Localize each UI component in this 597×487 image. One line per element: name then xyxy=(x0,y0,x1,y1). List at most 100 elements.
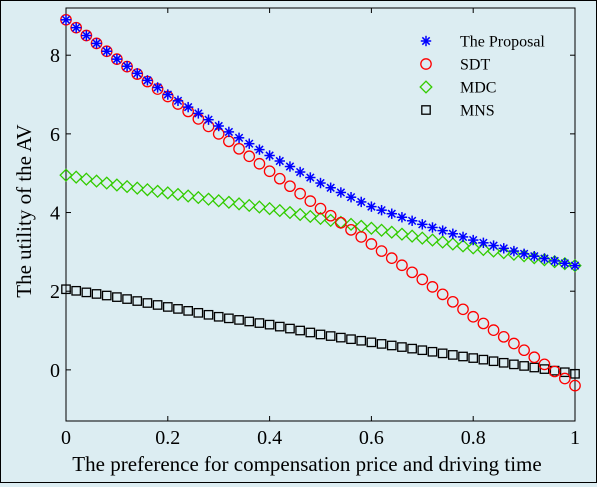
data-point xyxy=(295,325,305,336)
data-point xyxy=(183,306,194,316)
data-point xyxy=(61,284,71,295)
data-point xyxy=(396,212,408,223)
data-point xyxy=(497,330,510,343)
data-point xyxy=(488,356,499,367)
data-point xyxy=(417,345,428,356)
data-point xyxy=(172,95,184,107)
data-point xyxy=(132,68,143,79)
data-point xyxy=(152,300,163,310)
data-point xyxy=(365,238,378,250)
legend-marker xyxy=(420,58,432,70)
data-point xyxy=(242,198,256,213)
data-point xyxy=(345,191,357,203)
data-point xyxy=(375,245,388,257)
x-axis-title: The preference for compensation price an… xyxy=(72,452,541,476)
data-point xyxy=(274,321,285,332)
data-point xyxy=(415,231,430,245)
data-point xyxy=(264,150,275,161)
data-point xyxy=(191,190,206,205)
data-point xyxy=(181,189,195,203)
data-point xyxy=(130,181,144,195)
data-point xyxy=(91,38,102,49)
data-point xyxy=(122,294,132,304)
data-point xyxy=(486,244,501,258)
data-point xyxy=(69,170,83,184)
data-point xyxy=(518,248,530,260)
data-point xyxy=(458,351,468,362)
data-point xyxy=(396,259,408,272)
data-point xyxy=(70,22,82,33)
data-point xyxy=(447,350,458,360)
data-point xyxy=(549,255,560,267)
data-point xyxy=(405,229,419,243)
data-point xyxy=(313,211,328,226)
data-point xyxy=(244,316,255,327)
data-point xyxy=(406,215,418,226)
data-point xyxy=(243,150,256,163)
x-tick-label: 0.4 xyxy=(257,427,282,449)
data-point xyxy=(559,258,571,269)
data-point xyxy=(283,205,297,220)
data-point xyxy=(315,329,326,340)
data-point xyxy=(356,196,367,208)
data-point xyxy=(427,346,438,357)
data-point xyxy=(264,319,275,330)
data-point xyxy=(366,201,377,212)
x-tick-label: 0 xyxy=(61,427,71,449)
data-point xyxy=(59,168,73,182)
data-point xyxy=(547,254,562,269)
data-point xyxy=(570,368,580,379)
data-point xyxy=(476,242,491,257)
data-point xyxy=(193,108,204,119)
data-point xyxy=(203,309,214,320)
data-point xyxy=(304,195,317,207)
data-point xyxy=(508,337,520,350)
data-point xyxy=(477,317,490,330)
data-point xyxy=(314,202,327,215)
data-point xyxy=(559,367,570,378)
data-point xyxy=(397,342,407,352)
data-point xyxy=(171,187,185,202)
data-point xyxy=(346,334,356,345)
data-point xyxy=(518,344,530,357)
data-point xyxy=(558,256,572,271)
data-point xyxy=(478,237,489,249)
series-mns xyxy=(61,284,580,379)
data-point xyxy=(529,250,540,262)
data-point xyxy=(203,114,214,125)
data-point xyxy=(539,364,550,374)
data-point xyxy=(478,354,489,365)
data-point xyxy=(468,234,479,246)
data-point xyxy=(273,172,286,185)
data-point xyxy=(356,335,367,346)
data-point xyxy=(344,217,358,232)
legend-marker xyxy=(419,80,433,94)
data-point xyxy=(427,222,438,233)
data-point xyxy=(407,343,417,354)
data-point xyxy=(569,260,581,271)
data-point xyxy=(182,101,194,113)
data-point xyxy=(284,161,296,172)
data-point xyxy=(539,253,550,264)
legend-label: SDT xyxy=(460,57,490,74)
data-point xyxy=(568,258,582,273)
data-point xyxy=(294,187,306,200)
data-point xyxy=(112,292,122,302)
data-point xyxy=(355,231,368,243)
data-point xyxy=(293,207,307,222)
x-tick-label: 1 xyxy=(570,427,580,449)
data-point xyxy=(315,177,326,189)
data-point xyxy=(426,281,439,293)
data-point xyxy=(89,174,104,188)
data-point xyxy=(528,351,541,364)
data-point xyxy=(111,53,123,65)
y-tick-label: 6 xyxy=(50,124,60,146)
data-point xyxy=(376,339,387,349)
data-point xyxy=(254,318,265,328)
data-point xyxy=(162,302,173,312)
data-point xyxy=(224,313,234,324)
legend-marker xyxy=(421,105,431,115)
data-point xyxy=(152,82,163,93)
data-point xyxy=(110,178,124,192)
